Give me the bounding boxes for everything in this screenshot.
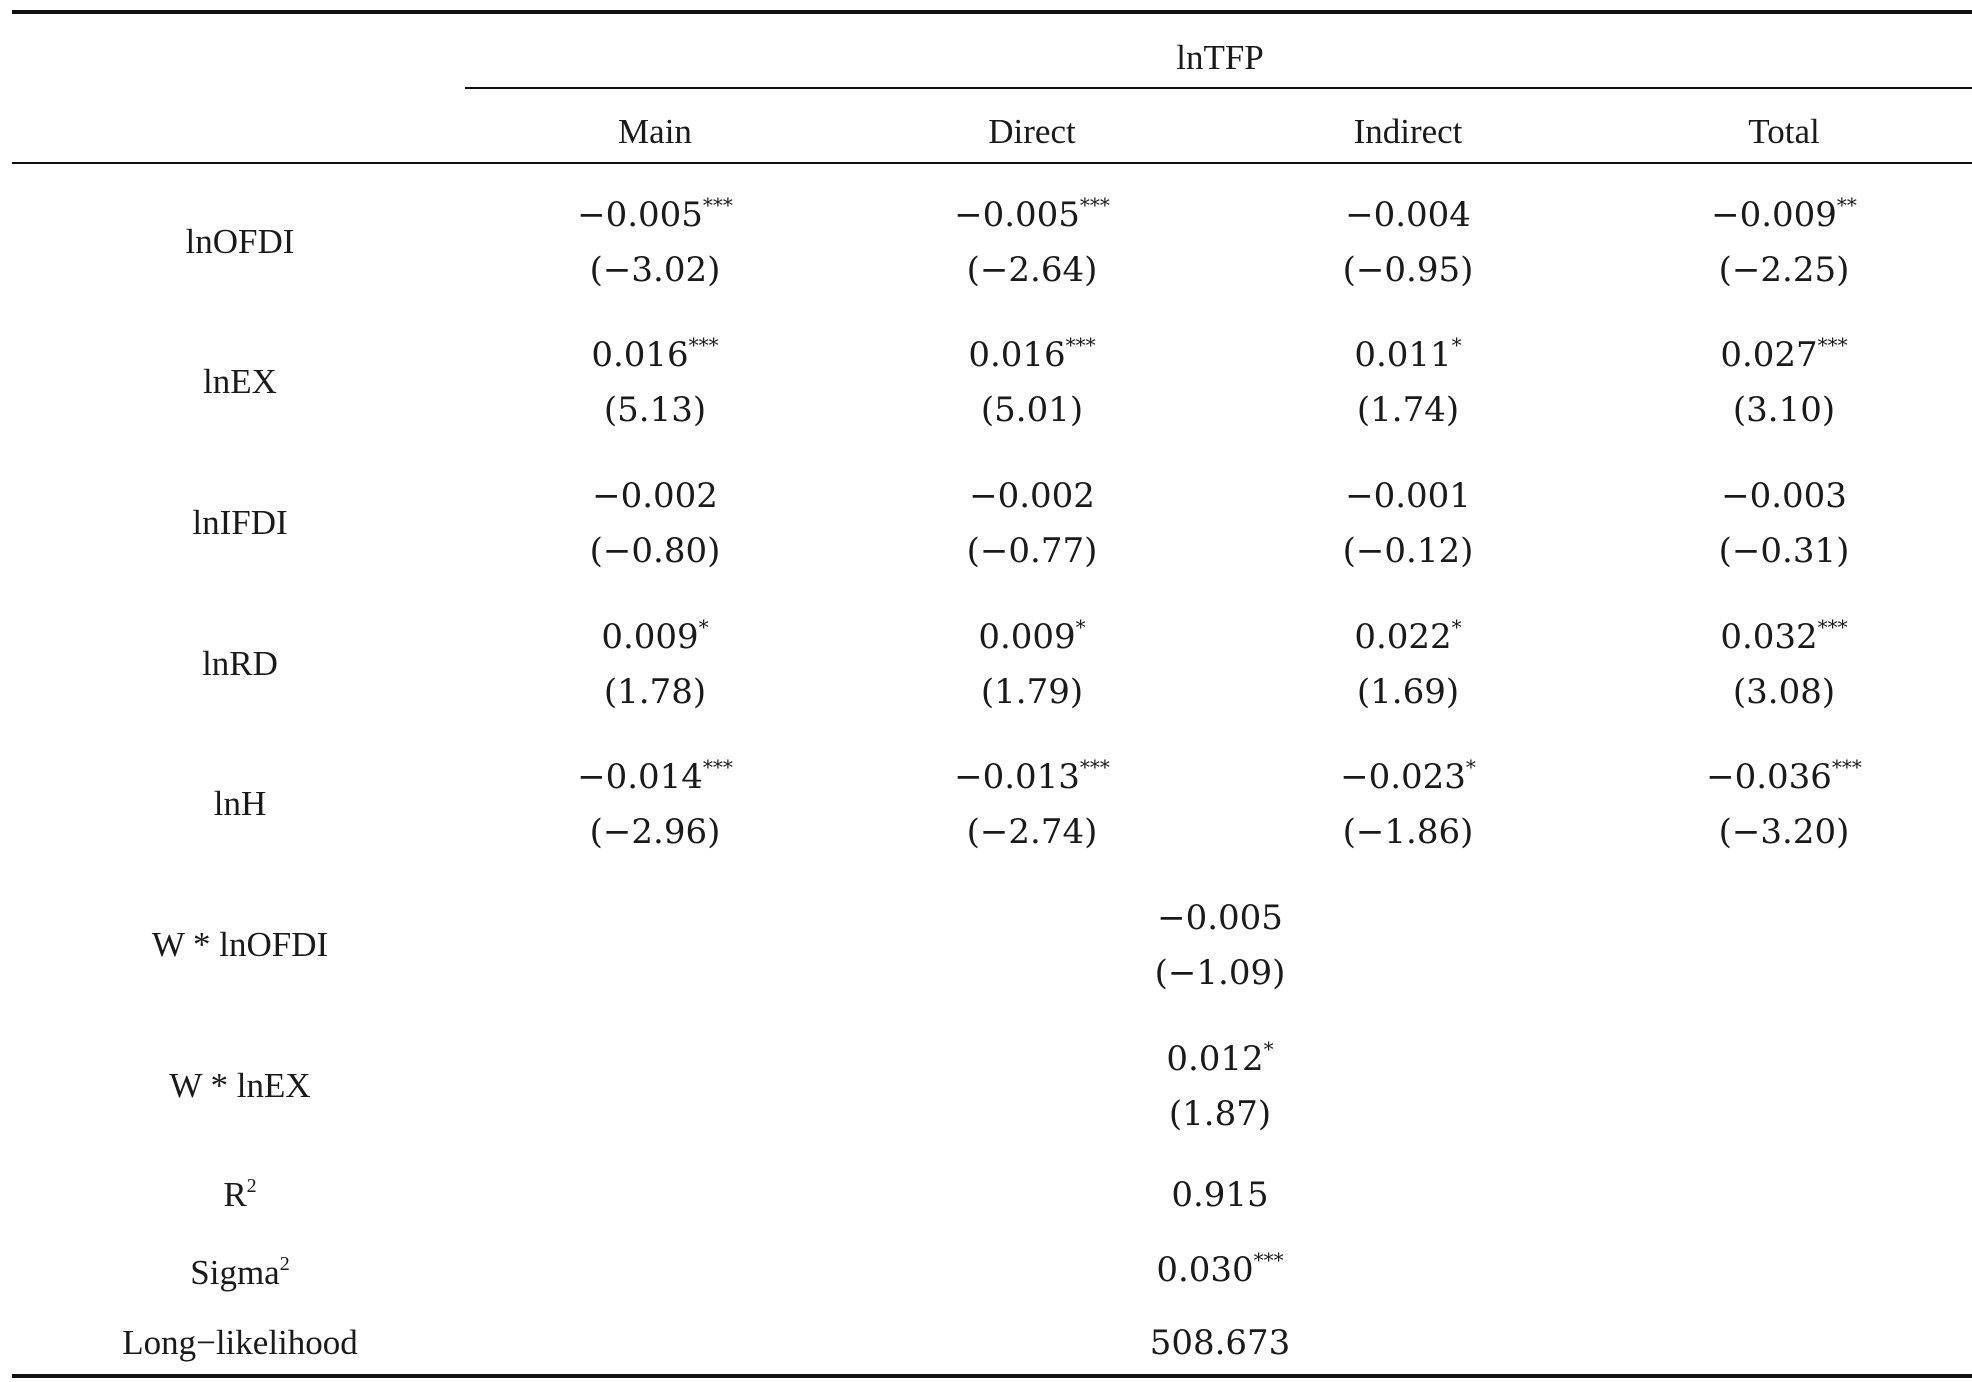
tstat-cell: (−0.77) — [966, 531, 1098, 571]
tstat-cell: (−0.95) — [1342, 250, 1474, 290]
coef-cell: 0.009* — [601, 615, 709, 657]
coef-cell: −0.014*** — [577, 755, 733, 797]
row-label-r-squared: R2 — [223, 1175, 257, 1214]
tstat-cell: (−2.96) — [589, 812, 721, 852]
coef-cell: 0.032*** — [1720, 615, 1848, 657]
tstat-cell: (−2.64) — [966, 250, 1098, 290]
group-span-rule — [465, 87, 1972, 89]
row-label-lnifdi: lnIFDI — [192, 503, 288, 542]
tstat-cell: (1.87) — [1168, 1094, 1272, 1134]
coef-cell: −0.023* — [1340, 755, 1476, 797]
row-label-w-lnofdi: W * lnOFDI — [151, 925, 329, 964]
coef-cell: 0.012* — [1166, 1037, 1274, 1079]
tstat-cell: (−3.02) — [589, 250, 721, 290]
tstat-cell: (−1.86) — [1342, 812, 1474, 852]
column-header-main: Main — [618, 112, 692, 151]
column-header-total: Total — [1748, 112, 1820, 151]
tstat-cell: (1.79) — [980, 672, 1084, 712]
tstat-cell: (−2.74) — [966, 812, 1098, 852]
coef-cell: 0.011* — [1354, 333, 1462, 375]
coef-cell: −0.002 — [592, 476, 718, 516]
coef-cell: 0.027*** — [1720, 333, 1848, 375]
row-label-log-likelihood: Long−likelihood — [122, 1323, 358, 1362]
tstat-cell: (1.69) — [1356, 672, 1460, 712]
row-label-w-lnex: W * lnEX — [169, 1066, 311, 1105]
coef-cell: −0.003 — [1721, 476, 1847, 516]
coef-cell: 0.016*** — [968, 333, 1096, 375]
tstat-cell: (−0.31) — [1718, 531, 1850, 571]
tstat-cell: (−0.80) — [589, 531, 721, 571]
coef-cell: −0.002 — [969, 476, 1095, 516]
group-header-lntfp: lnTFP — [1176, 38, 1264, 77]
coef-cell: 0.022* — [1354, 615, 1462, 657]
log-likelihood-value: 508.673 — [1149, 1323, 1291, 1363]
row-label-lnex: lnEX — [203, 362, 277, 401]
coef-cell: −0.001 — [1345, 476, 1471, 516]
tstat-cell: (−1.09) — [1154, 953, 1286, 993]
coef-cell: 0.009* — [978, 615, 1086, 657]
tstat-cell: (3.10) — [1732, 390, 1836, 430]
table-bottom-rule — [12, 1374, 1972, 1378]
row-label-lnrd: lnRD — [202, 644, 278, 683]
sigma-squared-value: 0.030*** — [1156, 1248, 1284, 1290]
tstat-cell: (−2.25) — [1718, 250, 1850, 290]
coef-cell: −0.005*** — [954, 193, 1110, 235]
tstat-cell: (5.13) — [603, 390, 707, 430]
tstat-cell: (−3.20) — [1718, 812, 1850, 852]
row-label-lnh: lnH — [213, 784, 267, 823]
tstat-cell: (5.01) — [980, 390, 1084, 430]
coef-cell: −0.013*** — [954, 755, 1110, 797]
table-top-rule — [12, 10, 1972, 14]
header-bottom-rule — [12, 162, 1972, 164]
column-header-indirect: Indirect — [1353, 112, 1463, 151]
coef-cell: −0.004 — [1345, 195, 1471, 235]
coef-cell: −0.009** — [1711, 193, 1857, 235]
tstat-cell: (−0.12) — [1342, 531, 1474, 571]
row-label-lnofdi: lnOFDI — [185, 222, 295, 261]
tstat-cell: (1.78) — [603, 672, 707, 712]
coef-cell: −0.005*** — [577, 193, 733, 235]
row-label-sigma-squared: Sigma2 — [190, 1253, 290, 1292]
column-header-direct: Direct — [988, 112, 1076, 151]
tstat-cell: (3.08) — [1732, 672, 1836, 712]
coef-cell: 0.016*** — [591, 333, 719, 375]
coef-cell: −0.036*** — [1706, 755, 1862, 797]
tstat-cell: (1.74) — [1356, 390, 1460, 430]
r-squared-value: 0.915 — [1171, 1175, 1269, 1215]
coef-cell: −0.005 — [1157, 898, 1283, 938]
